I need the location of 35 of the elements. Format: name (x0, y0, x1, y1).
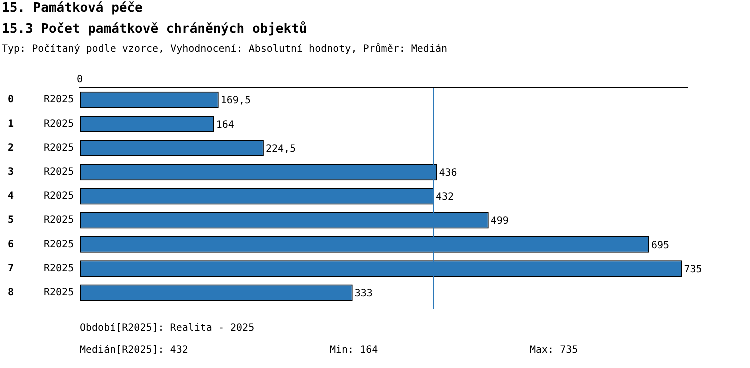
y-tick-label: 6 (8, 239, 14, 250)
y-tick-label: 3 (8, 166, 14, 178)
data-label: 436 (439, 168, 458, 179)
data-label: 169,5 (220, 96, 251, 107)
y-tick-label: 1 (8, 118, 14, 130)
y2-tick-label: R2025 (44, 166, 74, 178)
text: Min: 164 (330, 345, 378, 356)
y2-tick-label: R2025 (44, 263, 74, 274)
data-label: 432 (436, 192, 454, 204)
text: 0 (76, 74, 84, 86)
y-tick-label: 2 (8, 142, 14, 154)
y2-tick-label: R2025 (44, 215, 74, 226)
text: Medián[R2025]: 432 (80, 345, 188, 356)
y2-tick-label: R2025 (44, 94, 74, 106)
data-label: 333 (354, 288, 373, 300)
data-label: 695 (651, 240, 670, 252)
y-tick-label: 5 (8, 215, 14, 226)
y-tick-label: 4 (8, 191, 14, 202)
y2-tick-label: R2025 (44, 191, 74, 202)
data-label: 499 (490, 216, 509, 228)
chart-subtitle: 15.3 Počet památkově chráněných objektů (2, 22, 308, 37)
y-tick-label: 7 (8, 263, 14, 274)
y-tick-label: 8 (8, 288, 14, 299)
text: Max: 735 (530, 345, 578, 356)
chart-title: 15. Památková péče (2, 1, 143, 16)
y2-tick-label: R2025 (44, 239, 74, 250)
y-tick-label: 0 (8, 94, 14, 106)
y2-tick-label: R2025 (44, 142, 74, 154)
data-label: 164 (216, 120, 234, 131)
text: Typ: Počítaný podle vzorce, Vyhodnocení: Absolutní hodnoty, Průměr: Medián (2, 44, 448, 55)
data-label: 224,5 (266, 144, 296, 155)
data-label: 735 (684, 264, 702, 276)
y2-tick-label: R2025 (44, 288, 74, 299)
y2-tick-label: R2025 (44, 118, 74, 130)
text: Období[R2025]: Realita - 2025 (80, 323, 255, 334)
